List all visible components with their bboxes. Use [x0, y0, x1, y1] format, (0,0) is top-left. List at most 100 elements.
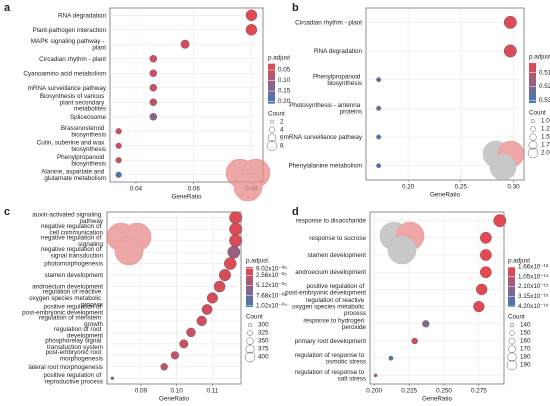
category-label: Spliceosome	[70, 113, 107, 120]
dot	[376, 134, 382, 140]
dot	[475, 283, 488, 296]
color-tick-label: 0.15	[278, 88, 291, 95]
size-key-label: 375	[258, 346, 269, 353]
dot	[115, 171, 122, 178]
size-key	[270, 119, 274, 124]
category-label: RNA degradation	[58, 12, 106, 19]
size-key-label: 180	[520, 354, 531, 361]
dot	[493, 214, 507, 228]
size-key-label: 325	[258, 330, 269, 337]
category-label: androecium development	[32, 283, 103, 290]
dot	[373, 373, 378, 378]
size-key-label: 8	[280, 142, 284, 149]
venn-b	[482, 140, 525, 181]
size-key	[531, 119, 535, 123]
category-label: negative regulation of signal transducti…	[41, 246, 103, 259]
dot	[503, 44, 517, 58]
dot	[180, 39, 190, 49]
category-label: auxin-activated signaling pathway	[32, 211, 104, 224]
category-label: Circadian rhythm - plant	[39, 55, 106, 62]
color-legend-title: p.adjust	[246, 258, 268, 265]
size-key-label: 1.50	[541, 134, 550, 141]
size-key-label: 400	[258, 354, 269, 361]
size-key	[247, 330, 253, 336]
dot	[411, 337, 418, 345]
size-key-label: 6	[280, 134, 284, 141]
panel-label: c	[4, 206, 10, 218]
dot	[170, 351, 179, 360]
category-label: lateral root morphogenesis	[28, 363, 103, 370]
category-label: MAPK signaling pathway - plant	[31, 38, 106, 51]
size-legend-title: Count	[508, 314, 525, 321]
size-key-label: 300	[258, 322, 269, 329]
category-label: regulation of root development	[54, 326, 103, 339]
category-label: Circadian rhythm - plant	[295, 19, 362, 26]
dot	[473, 301, 485, 313]
dot	[245, 24, 258, 36]
panel-label: d	[292, 206, 299, 218]
x-axis-label: GeneRatio	[422, 396, 453, 403]
dot	[218, 269, 231, 282]
category-label: phosphorelay signal transduction system	[45, 337, 103, 350]
color-legend-title: p.adjust	[268, 54, 290, 61]
color-tick-label: 1.66x10⁻¹⁸	[518, 264, 549, 271]
dot	[201, 304, 213, 315]
color-bar	[529, 63, 536, 104]
panels: a0.040.060.08GeneRatioRNA degradationPla…	[4, 2, 550, 403]
color-tick-label: 0.10	[278, 77, 291, 84]
dot	[149, 113, 158, 121]
category-label: regulation of reactive oxygen species me…	[29, 288, 103, 308]
venn-d	[379, 221, 425, 265]
plot-area	[109, 7, 264, 183]
size-key	[248, 323, 252, 327]
x-tick-label: 0.250	[436, 388, 452, 395]
color-tick-label: 2.56x10⁻⁰⁵	[256, 272, 287, 279]
category-label: primary root development	[295, 338, 367, 345]
color-tick-label: 0.53	[539, 97, 550, 104]
dot	[480, 266, 492, 279]
size-key-label: 160	[520, 338, 531, 345]
size-legend-title: Count	[268, 110, 285, 117]
dot	[227, 245, 241, 259]
category-label: response to hydrogen peroxide	[303, 317, 366, 330]
panel-label: b	[292, 2, 299, 14]
dot	[149, 98, 158, 106]
category-label: Photosynthesis - antenna proteins	[289, 102, 362, 115]
color-bar	[268, 63, 275, 104]
x-tick-label: 0.30	[507, 184, 520, 191]
color-bar	[246, 267, 253, 308]
size-legend-title: Count	[529, 110, 546, 117]
size-key-label: 140	[520, 322, 531, 329]
category-label: Biosynthesis of various plant secondary …	[40, 93, 106, 113]
x-tick-label: 0.200	[366, 388, 382, 395]
size-key-label: 150	[520, 330, 531, 337]
category-label: positive regulation of post-embryonic de…	[22, 303, 103, 316]
dot	[503, 15, 517, 29]
size-key	[508, 345, 516, 353]
category-label: post-embryonic root morphogenesis	[46, 349, 103, 362]
color-legend-title: p.adjust	[508, 258, 530, 265]
size-key-label: 1.25	[541, 126, 550, 133]
venn-a	[225, 158, 271, 202]
size-key-label: 2	[280, 118, 284, 125]
size-key-label: 170	[520, 346, 531, 353]
category-label: stamen development	[308, 252, 367, 259]
category-label: negative regulation of signaling	[41, 234, 103, 247]
category-label: Plant-pathogen interaction	[32, 26, 106, 33]
dot	[149, 84, 158, 92]
dot	[376, 163, 382, 169]
size-key	[529, 133, 537, 141]
x-axis-label: GeneRatio	[159, 396, 190, 403]
dot	[229, 234, 243, 248]
dot	[376, 105, 382, 111]
x-tick-label: 0.25	[455, 184, 468, 191]
category-label: Cutin, suberine and wax biosynthesis	[37, 139, 106, 152]
size-key	[244, 351, 256, 363]
category-label: regulation of reactive oxygen species me…	[292, 297, 366, 317]
dot	[388, 355, 394, 361]
category-label: response to disaccharide	[296, 217, 367, 224]
size-key	[506, 359, 518, 371]
dot	[245, 9, 258, 21]
size-key	[508, 337, 516, 345]
